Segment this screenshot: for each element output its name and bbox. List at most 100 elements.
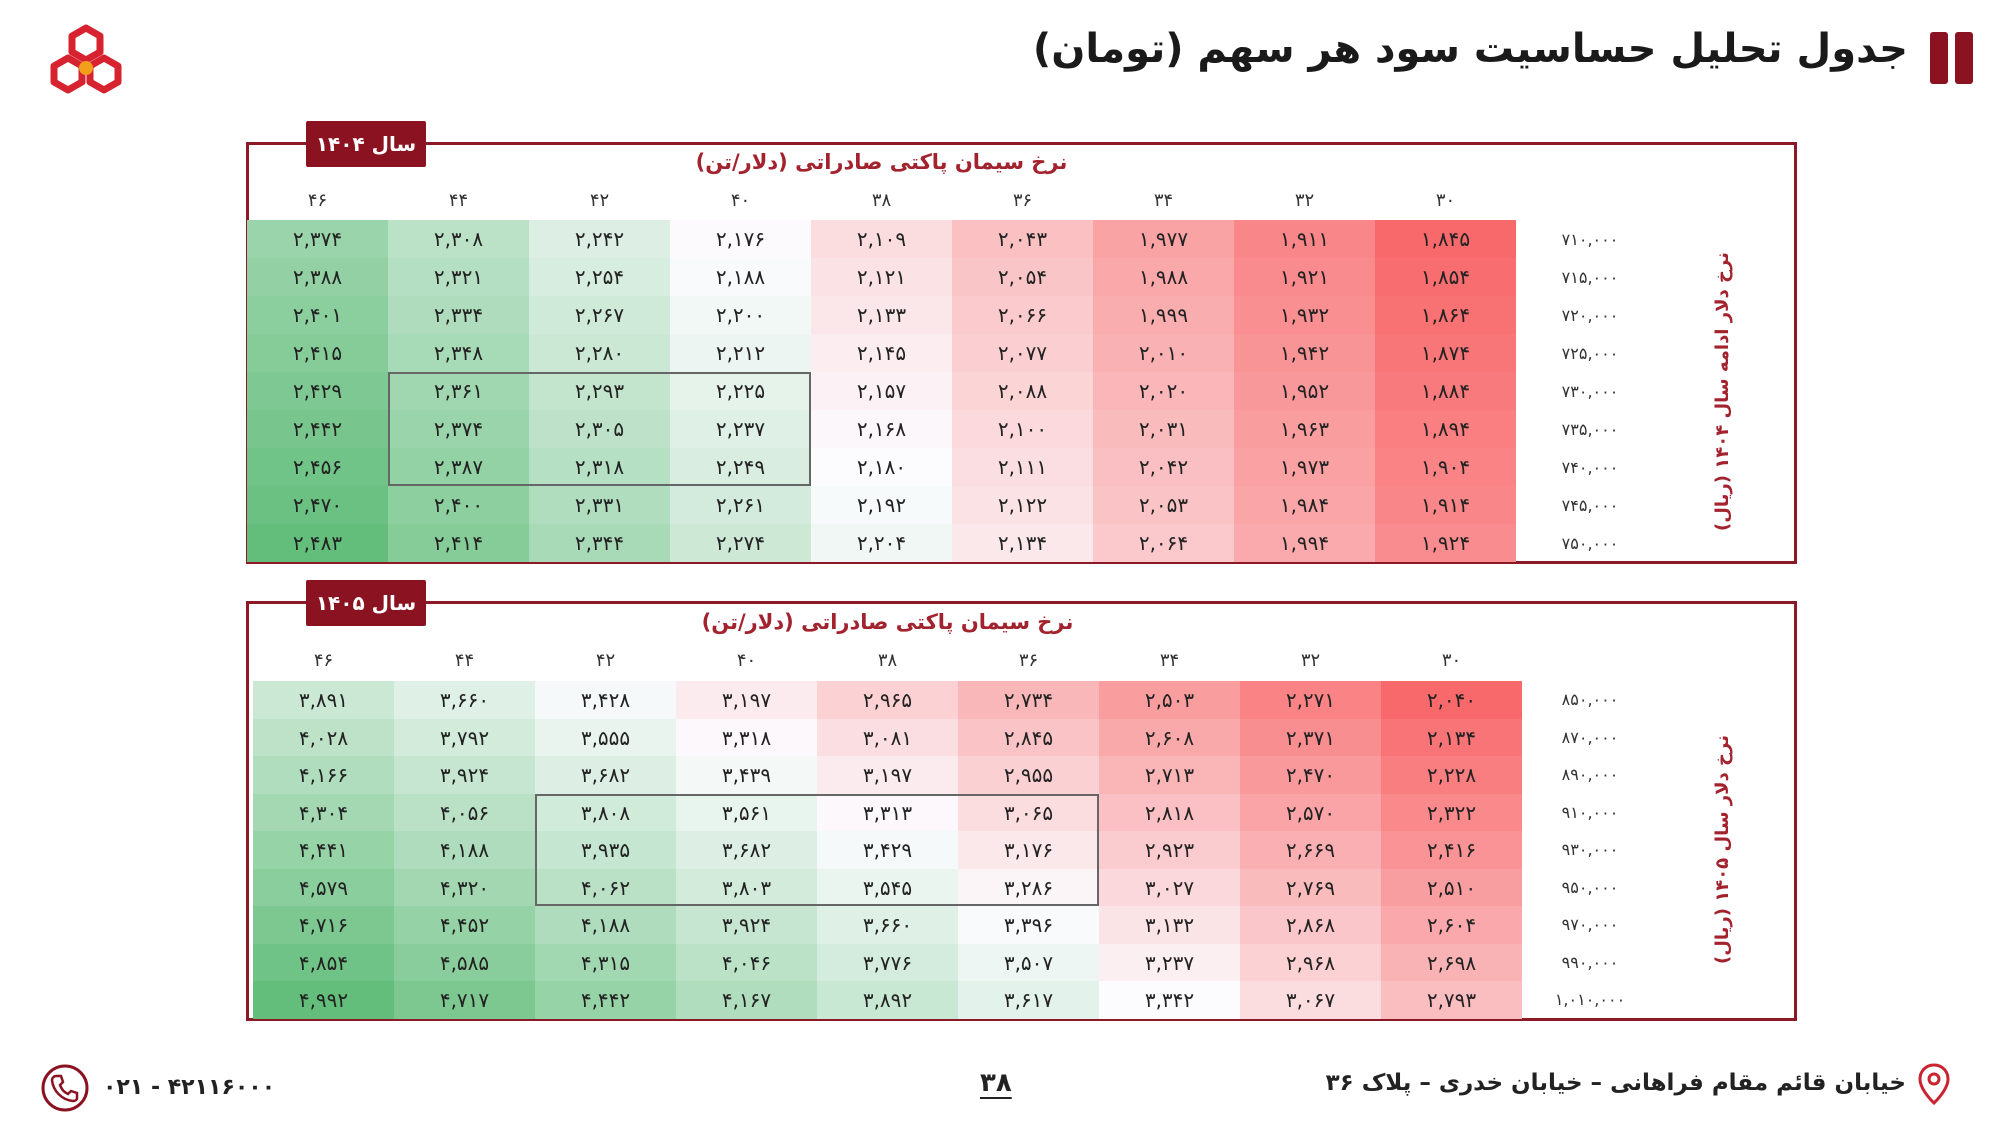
table-cell: ۴,۵۷۹ <box>253 868 394 907</box>
table-cell: ۲,۲۰۰ <box>670 296 811 334</box>
column-header: ۳۰ <box>1435 190 1456 211</box>
table-cell: ۳,۸۹۲ <box>817 981 958 1019</box>
column-header: ۴۴ <box>448 190 469 211</box>
table-cell: ۱,۹۷۳ <box>1234 448 1375 486</box>
table-cell: ۲,۰۸۸ <box>952 372 1093 410</box>
row-header: ۷۴۰,۰۰۰ <box>1561 457 1619 477</box>
column-header: ۴۲ <box>595 650 616 671</box>
table-cell: ۲,۱۷۶ <box>670 220 811 258</box>
row-header: ۹۳۰,۰۰۰ <box>1561 840 1619 860</box>
table-cell: ۳,۹۲۴ <box>676 906 817 944</box>
table-cell: ۲,۳۲۱ <box>388 258 529 296</box>
table-cell: ۱,۹۸۸ <box>1093 258 1234 296</box>
title-accent-bar <box>1955 32 1973 84</box>
column-axis-label: نرخ سیمان پاکتی صادراتی (دلار/تن) <box>701 610 1074 634</box>
table-cell: ۴,۳۱۵ <box>535 943 676 982</box>
table-cell: ۴,۰۶۲ <box>535 868 676 907</box>
row-axis-label: نرخ دلار ادامه سال ۱۴۰۴ (ریال) <box>1711 251 1733 531</box>
table-cell: ۳,۲۳۷ <box>1099 943 1240 982</box>
table-cell: ۲,۰۵۴ <box>952 258 1093 296</box>
table-cell: ۲,۱۱۱ <box>952 448 1093 486</box>
table-cell: ۲,۲۵۴ <box>529 258 670 296</box>
table-cell: ۱,۹۹۹ <box>1093 296 1234 334</box>
column-header: ۴۰ <box>736 650 757 671</box>
table-cell: ۳,۶۸۲ <box>676 831 817 869</box>
year-tab: سال ۱۴۰۵ <box>306 580 426 626</box>
table-cell: ۲,۹۶۵ <box>817 681 958 719</box>
table-cell: ۲,۴۴۲ <box>247 410 388 448</box>
table-cell: ۴,۱۶۶ <box>253 756 394 794</box>
table-cell: ۲,۲۸۰ <box>529 334 670 372</box>
table-cell: ۱,۸۶۴ <box>1375 296 1516 334</box>
table-cell: ۲,۵۰۳ <box>1099 681 1240 719</box>
table-cell: ۳,۵۴۵ <box>817 868 958 907</box>
table-cell: ۳,۱۳۲ <box>1099 906 1240 944</box>
table-cell: ۲,۲۶۷ <box>529 296 670 334</box>
table-cell: ۳,۳۱۳ <box>817 793 958 832</box>
table-cell: ۳,۷۷۶ <box>817 943 958 982</box>
column-header: ۳۲ <box>1300 650 1321 671</box>
row-header: ۹۹۰,۰۰۰ <box>1561 952 1619 972</box>
table-cell: ۲,۳۸۷ <box>388 448 529 486</box>
table-cell: ۲,۴۵۶ <box>247 448 388 486</box>
table-cell: ۲,۴۸۳ <box>247 524 388 562</box>
table-cell: ۲,۱۸۰ <box>811 448 952 486</box>
table-cell: ۳,۳۹۶ <box>958 906 1099 944</box>
column-header: ۳۰ <box>1441 650 1462 671</box>
table-cell: ۱,۸۷۴ <box>1375 334 1516 372</box>
table-cell: ۳,۶۶۰ <box>817 906 958 944</box>
table-cell: ۲,۴۱۵ <box>247 334 388 372</box>
table-cell: ۱,۹۶۳ <box>1234 410 1375 448</box>
table-cell: ۳,۰۲۷ <box>1099 868 1240 907</box>
row-header: ۷۵۰,۰۰۰ <box>1561 533 1619 553</box>
table-cell: ۲,۰۷۷ <box>952 334 1093 372</box>
table-cell: ۲,۶۹۸ <box>1381 943 1522 982</box>
table-cell: ۲,۱۰۰ <box>952 410 1093 448</box>
table-cell: ۲,۳۱۸ <box>529 448 670 486</box>
table-cell: ۲,۷۱۳ <box>1099 756 1240 794</box>
table-cell: ۴,۳۰۴ <box>253 793 394 832</box>
table-cell: ۴,۰۵۶ <box>394 793 535 832</box>
location-pin-icon <box>1918 1063 1950 1106</box>
table-cell: ۲,۹۵۵ <box>958 756 1099 794</box>
table-cell: ۲,۴۰۱ <box>247 296 388 334</box>
table-cell: ۲,۳۴۸ <box>388 334 529 372</box>
table-cell: ۲,۷۳۴ <box>958 681 1099 719</box>
row-header: ۸۹۰,۰۰۰ <box>1561 765 1619 785</box>
row-header: ۷۲۵,۰۰۰ <box>1561 343 1619 363</box>
table-cell: ۳,۱۹۷ <box>676 681 817 719</box>
table-cell: ۱,۸۵۴ <box>1375 258 1516 296</box>
table-cell: ۳,۰۸۱ <box>817 718 958 757</box>
row-header: ۸۵۰,۰۰۰ <box>1561 690 1619 710</box>
table-cell: ۴,۵۸۵ <box>394 943 535 982</box>
table-cell: ۲,۹۶۸ <box>1240 943 1381 982</box>
table-cell: ۳,۴۲۸ <box>535 681 676 719</box>
table-cell: ۴,۴۴۱ <box>253 831 394 869</box>
table-cell: ۲,۳۰۸ <box>388 220 529 258</box>
table-cell: ۲,۶۰۴ <box>1381 906 1522 944</box>
column-header: ۴۶ <box>313 650 334 671</box>
table-cell: ۳,۸۹۱ <box>253 681 394 719</box>
table-cell: ۲,۹۲۳ <box>1099 831 1240 869</box>
page-title: جدول تحلیل حساسیت سود هر سهم (تومان) <box>1032 26 1908 72</box>
table-cell: ۱,۹۵۲ <box>1234 372 1375 410</box>
table-cell: ۲,۲۶۱ <box>670 486 811 524</box>
table-cell: ۳,۶۶۰ <box>394 681 535 719</box>
table-cell: ۲,۰۱۰ <box>1093 334 1234 372</box>
column-header: ۳۴ <box>1159 650 1180 671</box>
table-cell: ۴,۱۸۸ <box>394 831 535 869</box>
footer-phone: ۰۲۱ - ۴۲۱۱۶۰۰۰ <box>103 1075 276 1100</box>
row-header: ۷۳۰,۰۰۰ <box>1561 381 1619 401</box>
table-cell: ۳,۹۲۴ <box>394 756 535 794</box>
title-accent-bar <box>1930 32 1948 84</box>
table-cell: ۲,۷۹۳ <box>1381 981 1522 1019</box>
table-cell: ۳,۷۹۲ <box>394 718 535 757</box>
footer-address: خیابان قائم مقام فراهانی – خیابان خدری –… <box>1325 1070 1906 1096</box>
column-header: ۴۶ <box>307 190 328 211</box>
table-cell: ۲,۳۷۴ <box>388 410 529 448</box>
sensitivity-table-panel <box>246 601 1797 1021</box>
table-cell: ۲,۲۱۲ <box>670 334 811 372</box>
table-cell: ۲,۱۳۴ <box>1381 718 1522 757</box>
table-cell: ۲,۷۶۹ <box>1240 868 1381 907</box>
table-cell: ۲,۱۹۲ <box>811 486 952 524</box>
